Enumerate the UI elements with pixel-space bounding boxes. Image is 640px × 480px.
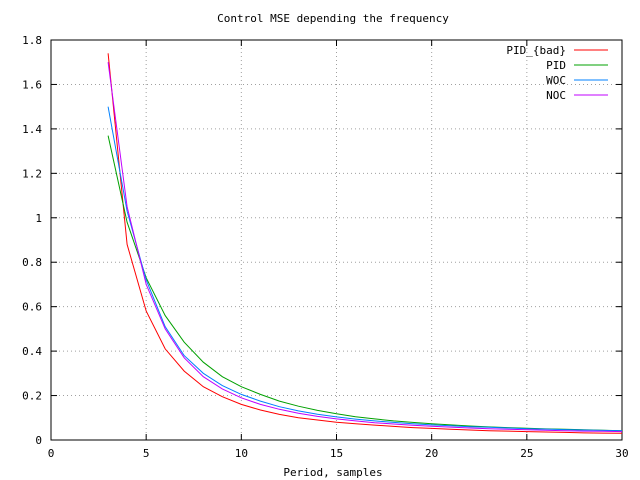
legend-label: NOC	[546, 89, 566, 102]
y-tick-label: 0.2	[22, 390, 42, 403]
y-tick-label: 1.6	[22, 78, 42, 91]
series-line-0	[107, 53, 623, 434]
x-tick-label: 20	[425, 447, 438, 460]
grid	[51, 40, 622, 440]
x-tick-label: 15	[330, 447, 343, 460]
series-line-2	[107, 106, 623, 432]
x-tick-label: 5	[143, 447, 150, 460]
axis-ticks: 0 0.2 0.4 0.6 0.8 1 1.2 1.4 1.6 1.8 0 5 10 15 20 25 30	[22, 34, 629, 460]
y-tick-label: 1.2	[22, 167, 42, 180]
series-line-3	[107, 62, 623, 433]
legend: PID_{bad} PID WOC NOC	[506, 44, 608, 102]
y-tick-label: 0.4	[22, 345, 42, 358]
legend-label: PID_{bad}	[506, 44, 566, 57]
y-tick-label: 0.6	[22, 301, 42, 314]
y-tick-label: 0	[35, 434, 42, 447]
x-tick-label: 10	[235, 447, 248, 460]
y-tick-label: 1.8	[22, 34, 42, 47]
x-tick-label: 0	[48, 447, 55, 460]
x-axis-label: Period, samples	[283, 466, 382, 479]
legend-label: PID	[546, 59, 566, 72]
series-line-1	[107, 135, 623, 432]
y-tick-label: 1.4	[22, 123, 42, 136]
y-tick-label: 0.8	[22, 256, 42, 269]
x-tick-label: 30	[615, 447, 628, 460]
chart-title: Control MSE depending the frequency	[217, 12, 449, 25]
series-lines	[107, 53, 623, 434]
y-tick-label: 1	[35, 212, 42, 225]
x-tick-label: 25	[520, 447, 533, 460]
legend-label: WOC	[546, 74, 566, 87]
